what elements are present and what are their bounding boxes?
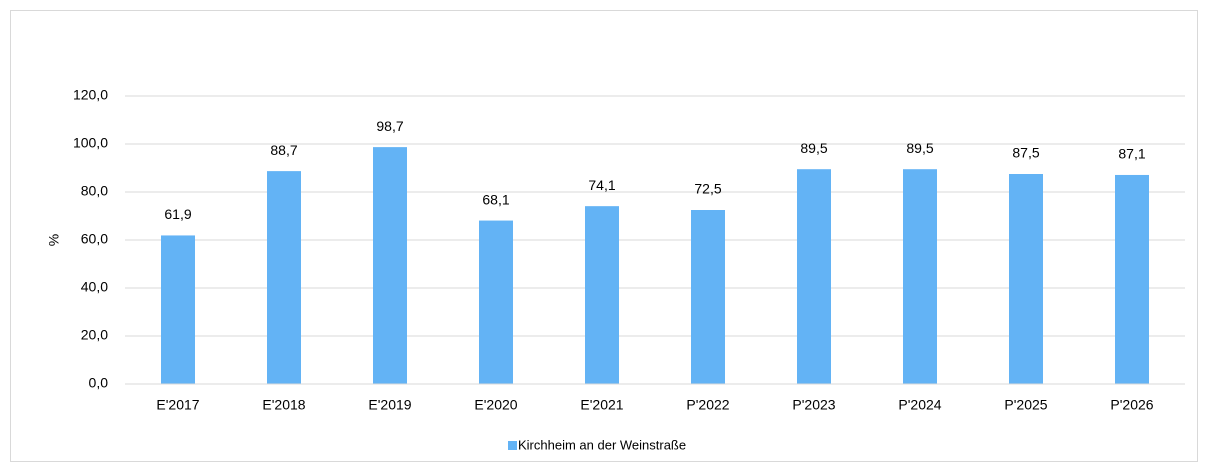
x-tick-label: P'2024: [898, 397, 941, 413]
data-label: 89,5: [906, 140, 933, 156]
bar: [373, 147, 407, 384]
x-tick-label: E'2020: [474, 397, 517, 413]
data-label: 68,1: [482, 191, 509, 207]
data-label: 89,5: [800, 140, 827, 156]
y-tick-label: 20,0: [81, 327, 108, 343]
data-label: 74,1: [588, 177, 615, 193]
x-tick-label: E'2021: [580, 397, 623, 413]
x-tick-label: P'2022: [686, 397, 729, 413]
y-tick-label: 60,0: [81, 231, 108, 247]
bar: [1009, 174, 1043, 384]
y-tick-label: 100,0: [73, 135, 108, 151]
data-label: 87,1: [1118, 146, 1145, 162]
bar: [479, 220, 513, 384]
data-label: 87,5: [1012, 145, 1039, 161]
data-label: 72,5: [694, 181, 721, 197]
bar: [691, 210, 725, 384]
legend-label: Kirchheim an der Weinstraße: [518, 437, 686, 452]
bar: [585, 206, 619, 384]
y-tick-label: 40,0: [81, 279, 108, 295]
y-tick-label: 80,0: [81, 183, 108, 199]
data-label: 98,7: [376, 118, 403, 134]
bar: [267, 171, 301, 384]
bar: [903, 169, 937, 384]
data-label: 88,7: [270, 142, 297, 158]
bar: [797, 169, 831, 384]
y-axis-label: %: [46, 234, 62, 246]
x-tick-label: P'2025: [1004, 397, 1047, 413]
x-tick-label: P'2026: [1110, 397, 1153, 413]
data-label: 61,9: [164, 206, 191, 222]
legend-swatch: [508, 441, 517, 450]
x-tick-label: E'2018: [262, 397, 305, 413]
x-tick-label: E'2019: [368, 397, 411, 413]
y-tick-label: 120,0: [73, 87, 108, 103]
x-tick-label: E'2017: [156, 397, 199, 413]
y-tick-label: 0,0: [89, 375, 109, 391]
bar: [1115, 174, 1149, 384]
bar: [161, 235, 195, 384]
x-tick-label: P'2023: [792, 397, 835, 413]
